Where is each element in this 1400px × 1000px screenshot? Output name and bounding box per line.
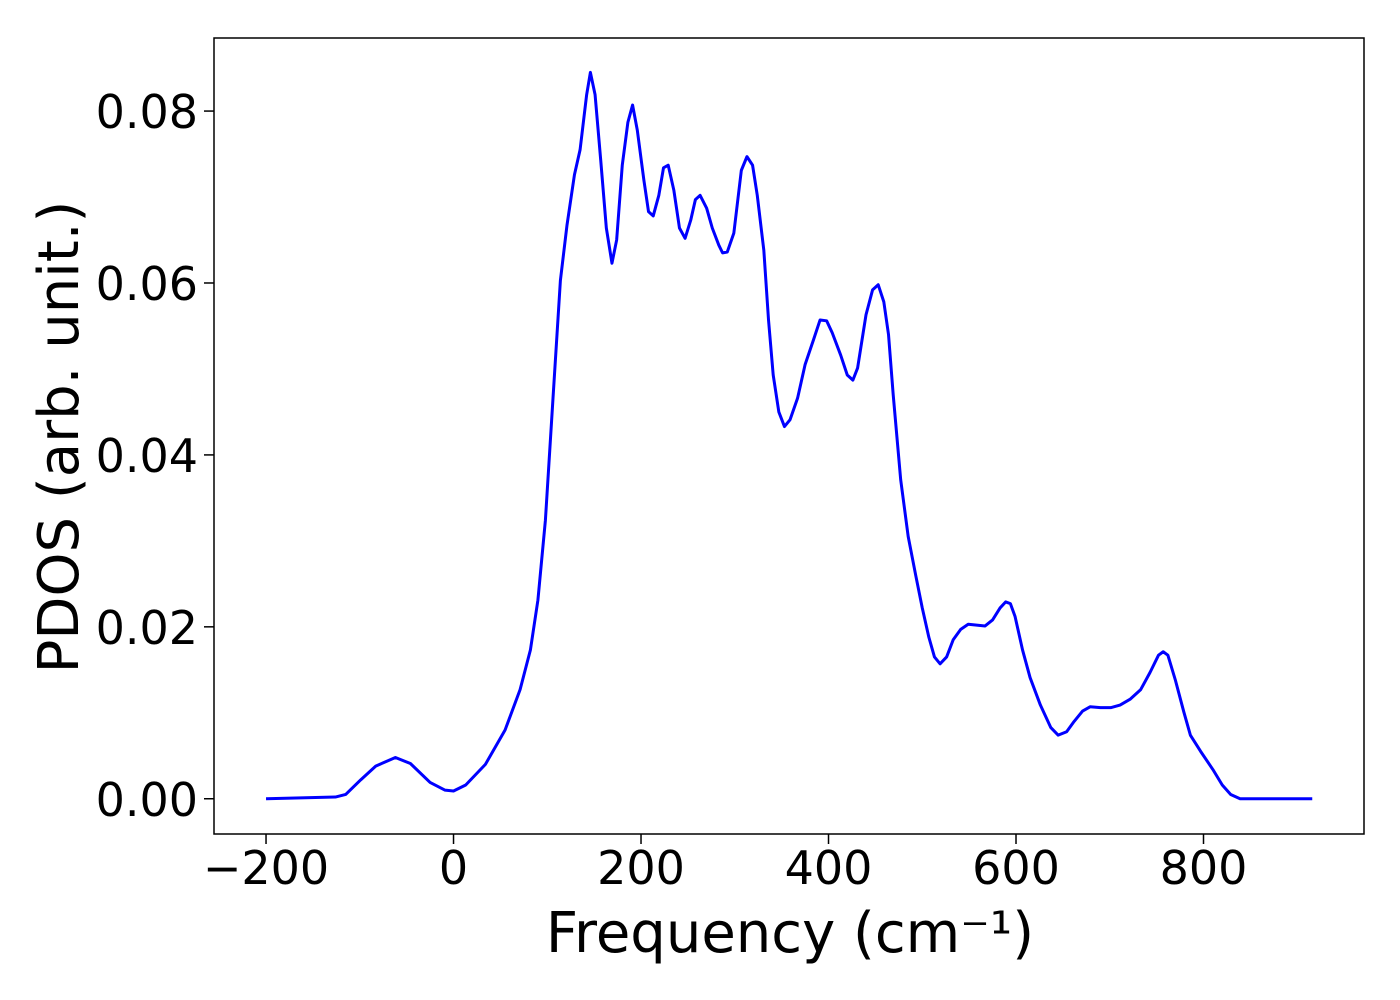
y-tick-label: 0.06 bbox=[96, 257, 198, 311]
y-tick-label: 0.04 bbox=[96, 429, 198, 483]
y-tick-label: 0.00 bbox=[96, 773, 198, 827]
x-tick-label: 400 bbox=[785, 841, 873, 895]
x-tick-label: 800 bbox=[1160, 841, 1248, 895]
x-tick-label: 0 bbox=[439, 841, 468, 895]
data-line bbox=[265, 70, 1313, 801]
x-tick-label: 600 bbox=[972, 841, 1060, 895]
y-axis-label: PDOS (arb. unit.) bbox=[27, 201, 92, 674]
x-tick-label: 200 bbox=[597, 841, 685, 895]
y-tick-label: 0.02 bbox=[96, 601, 198, 655]
y-tick-label: 0.08 bbox=[96, 85, 198, 139]
x-axis-label: Frequency (cm⁻¹) bbox=[546, 901, 1034, 966]
plot-frame bbox=[213, 37, 1365, 835]
x-tick-label: −200 bbox=[203, 841, 329, 895]
